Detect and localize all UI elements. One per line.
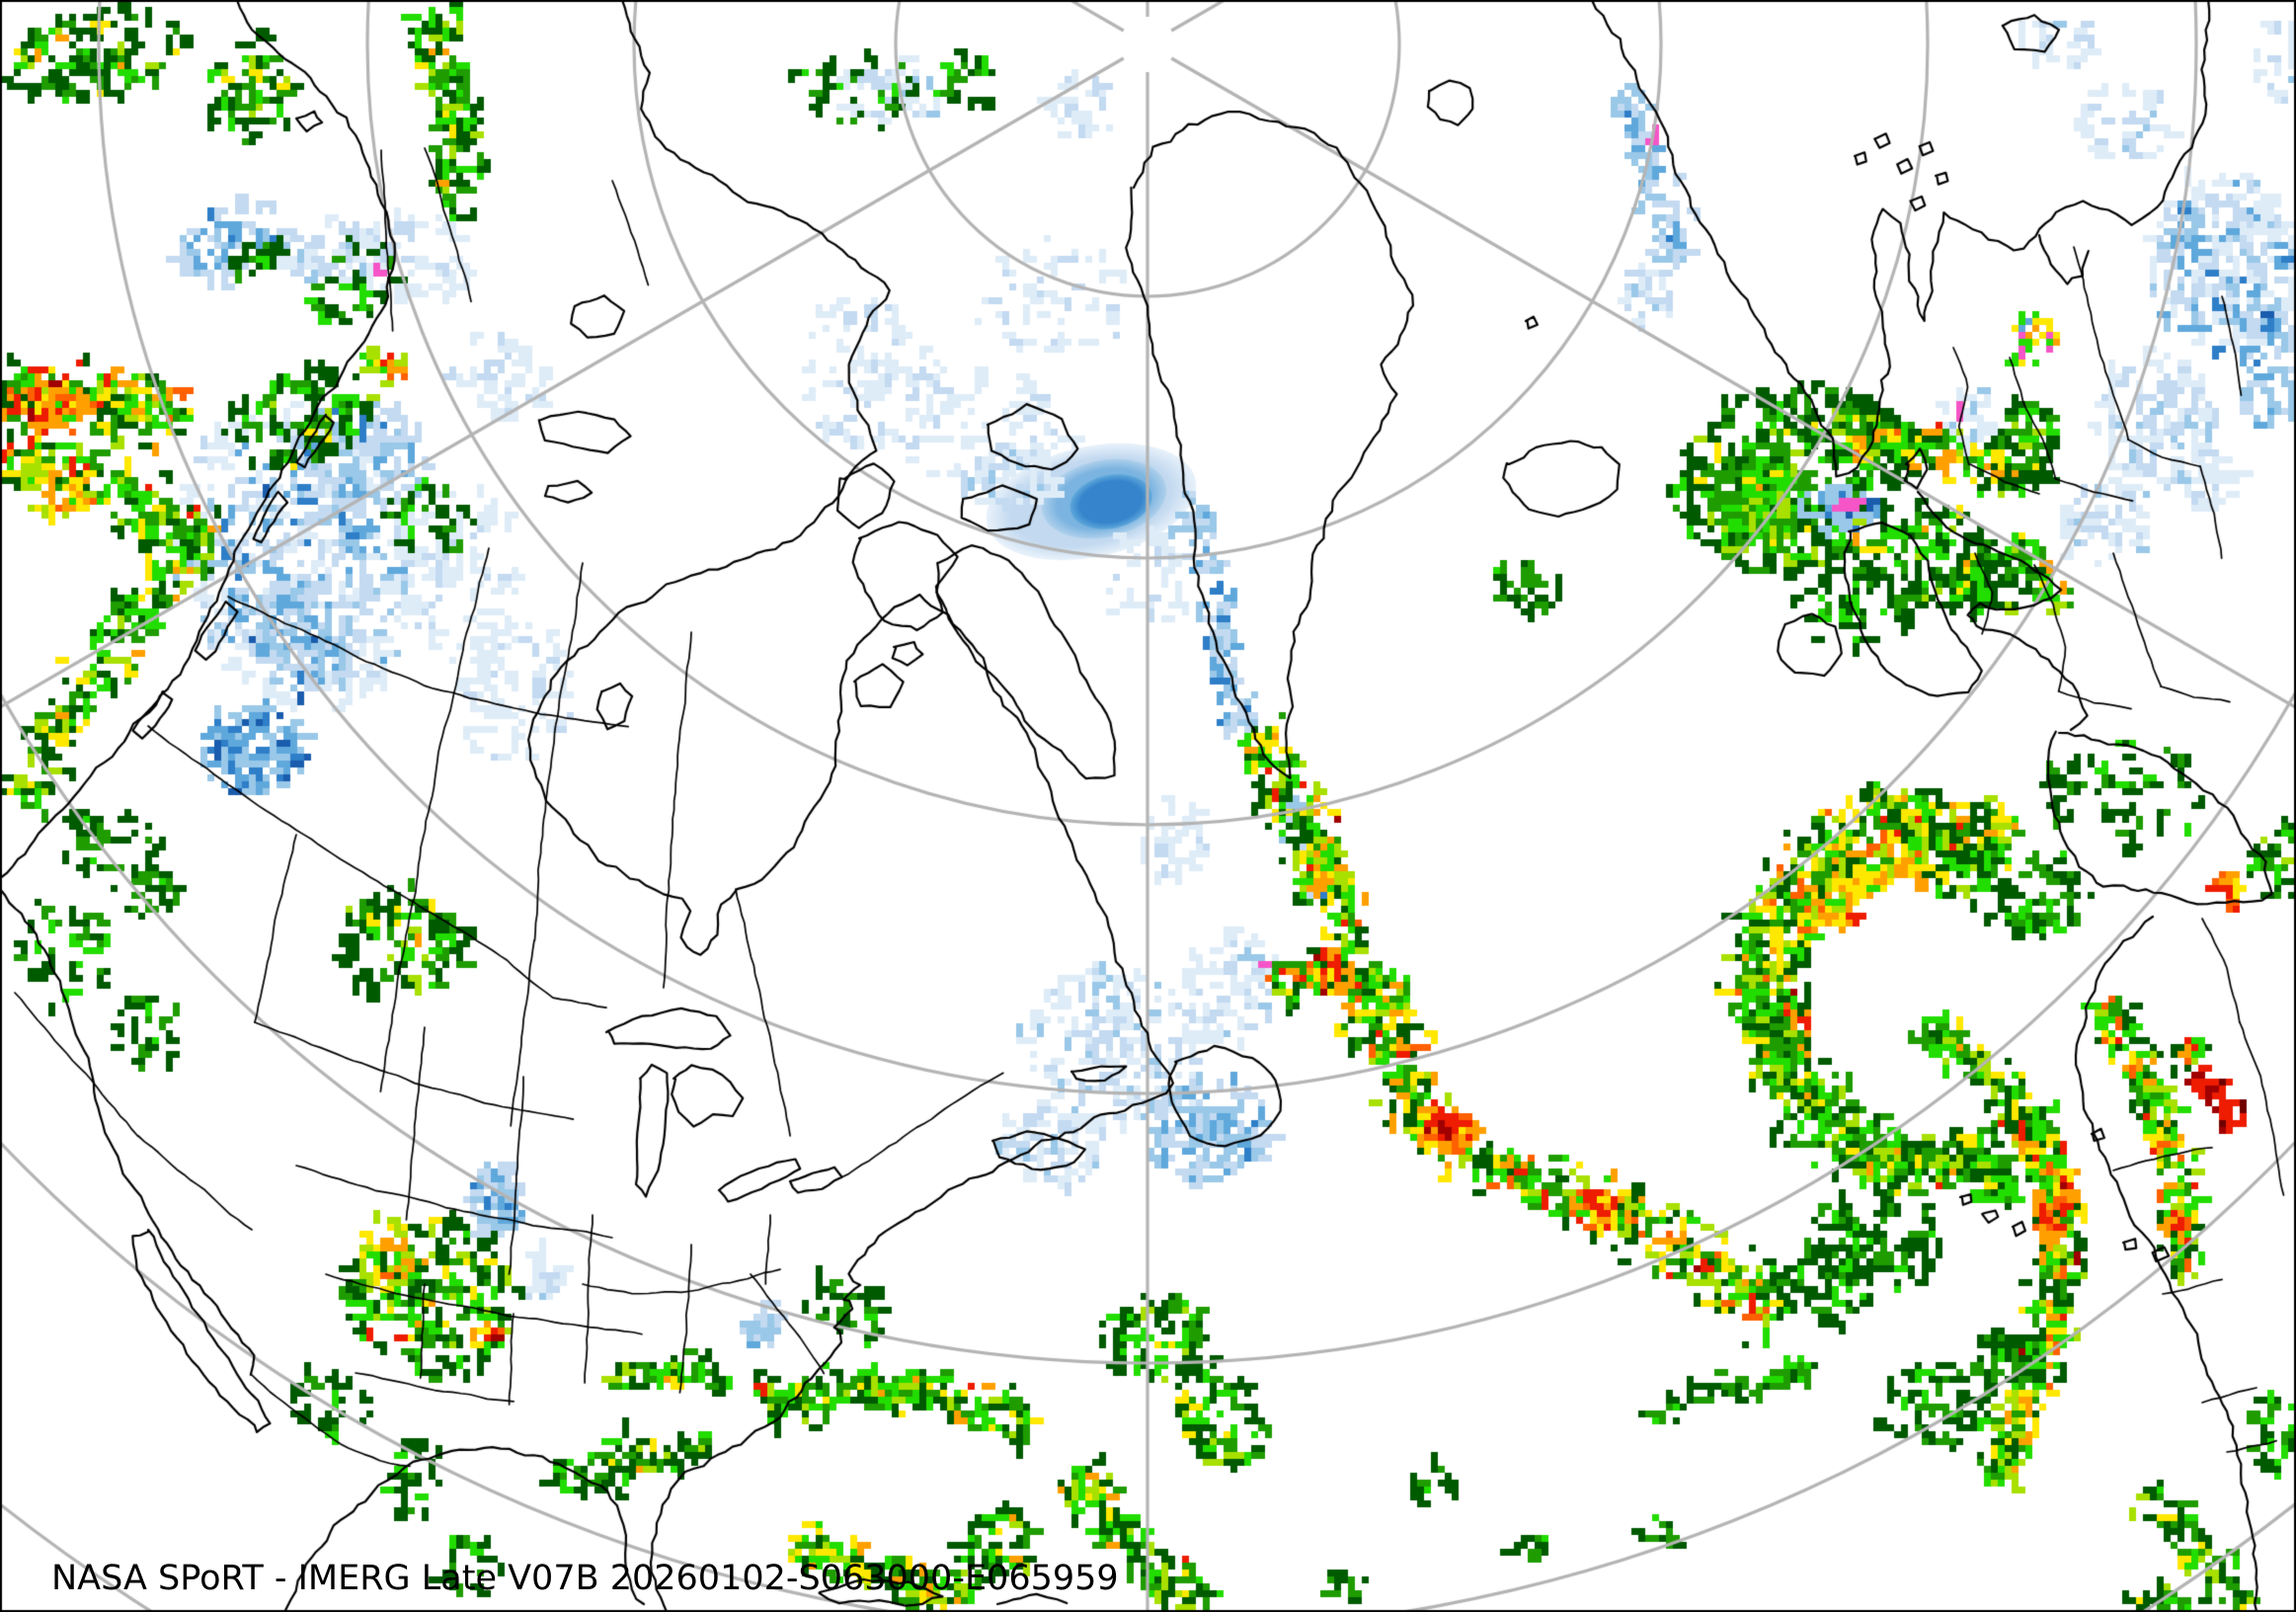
map-title-label: NASA SPoRT - IMERG Late V07B 20260102-S0… [51, 1559, 1119, 1598]
